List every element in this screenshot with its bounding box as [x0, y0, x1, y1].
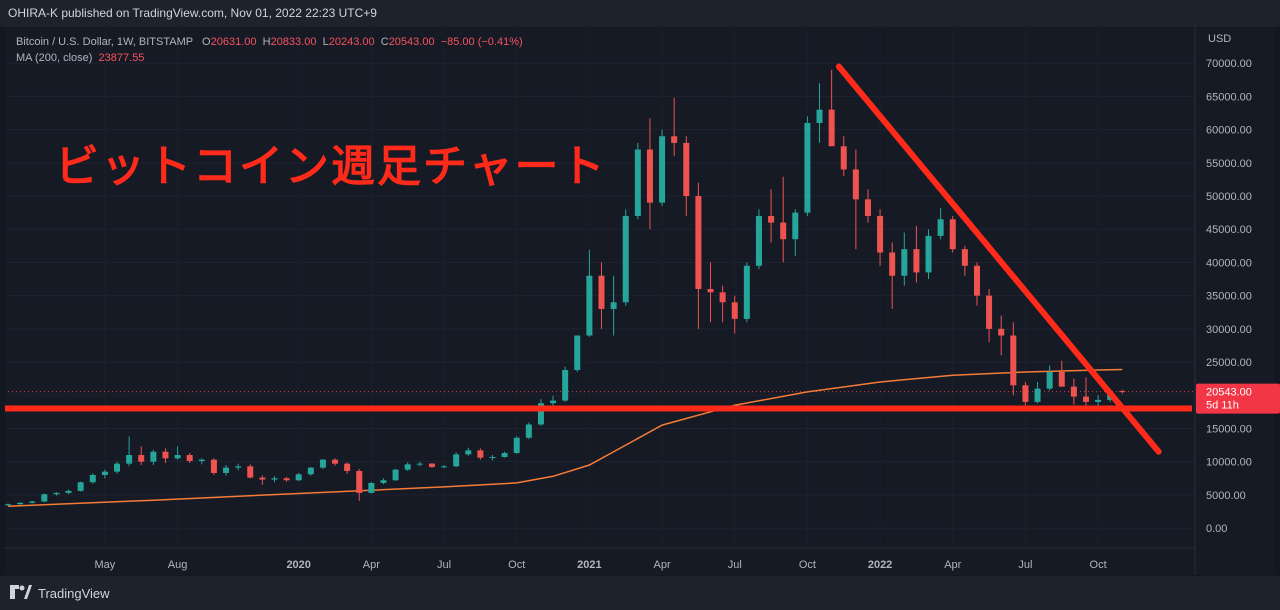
legend-low-value: 20243.00: [328, 36, 375, 48]
legend-open-value: 20631.00: [210, 36, 257, 48]
annotation-text[interactable]: ビットコイン週足チャート: [55, 141, 607, 192]
legend-open-label: O: [202, 36, 211, 48]
legend-symbol[interactable]: Bitcoin / U.S. Dollar, 1W, BITSTAMP: [16, 36, 193, 48]
legend-change: −85.00 (−0.41%): [440, 36, 523, 48]
legend-close-value: 20543.00: [388, 36, 435, 48]
chart-frame[interactable]: [5, 27, 1275, 575]
legend-high-label: H: [262, 36, 271, 48]
legend-symbol-row: Bitcoin / U.S. Dollar, 1W, BITSTAMP O206…: [16, 34, 523, 50]
footer-bar: TradingView: [0, 576, 1280, 610]
chart-legend: Bitcoin / U.S. Dollar, 1W, BITSTAMP O206…: [16, 34, 523, 66]
footer-brand[interactable]: TradingView: [38, 585, 110, 601]
publisher-banner: OHIRA-K published on TradingView.com, No…: [0, 0, 1280, 27]
publisher-text: OHIRA-K published on TradingView.com, No…: [8, 6, 377, 20]
legend-ma-row: MA (200, close) 23877.55: [16, 50, 523, 66]
legend-high-value: 20833.00: [270, 36, 317, 48]
legend-ma-label[interactable]: MA (200, close): [16, 52, 93, 64]
legend-ma-value: 23877.55: [98, 52, 145, 64]
legend-close-label: C: [380, 36, 389, 48]
legend-low-label: L: [322, 36, 329, 48]
tradingview-logo-icon[interactable]: [10, 584, 32, 602]
